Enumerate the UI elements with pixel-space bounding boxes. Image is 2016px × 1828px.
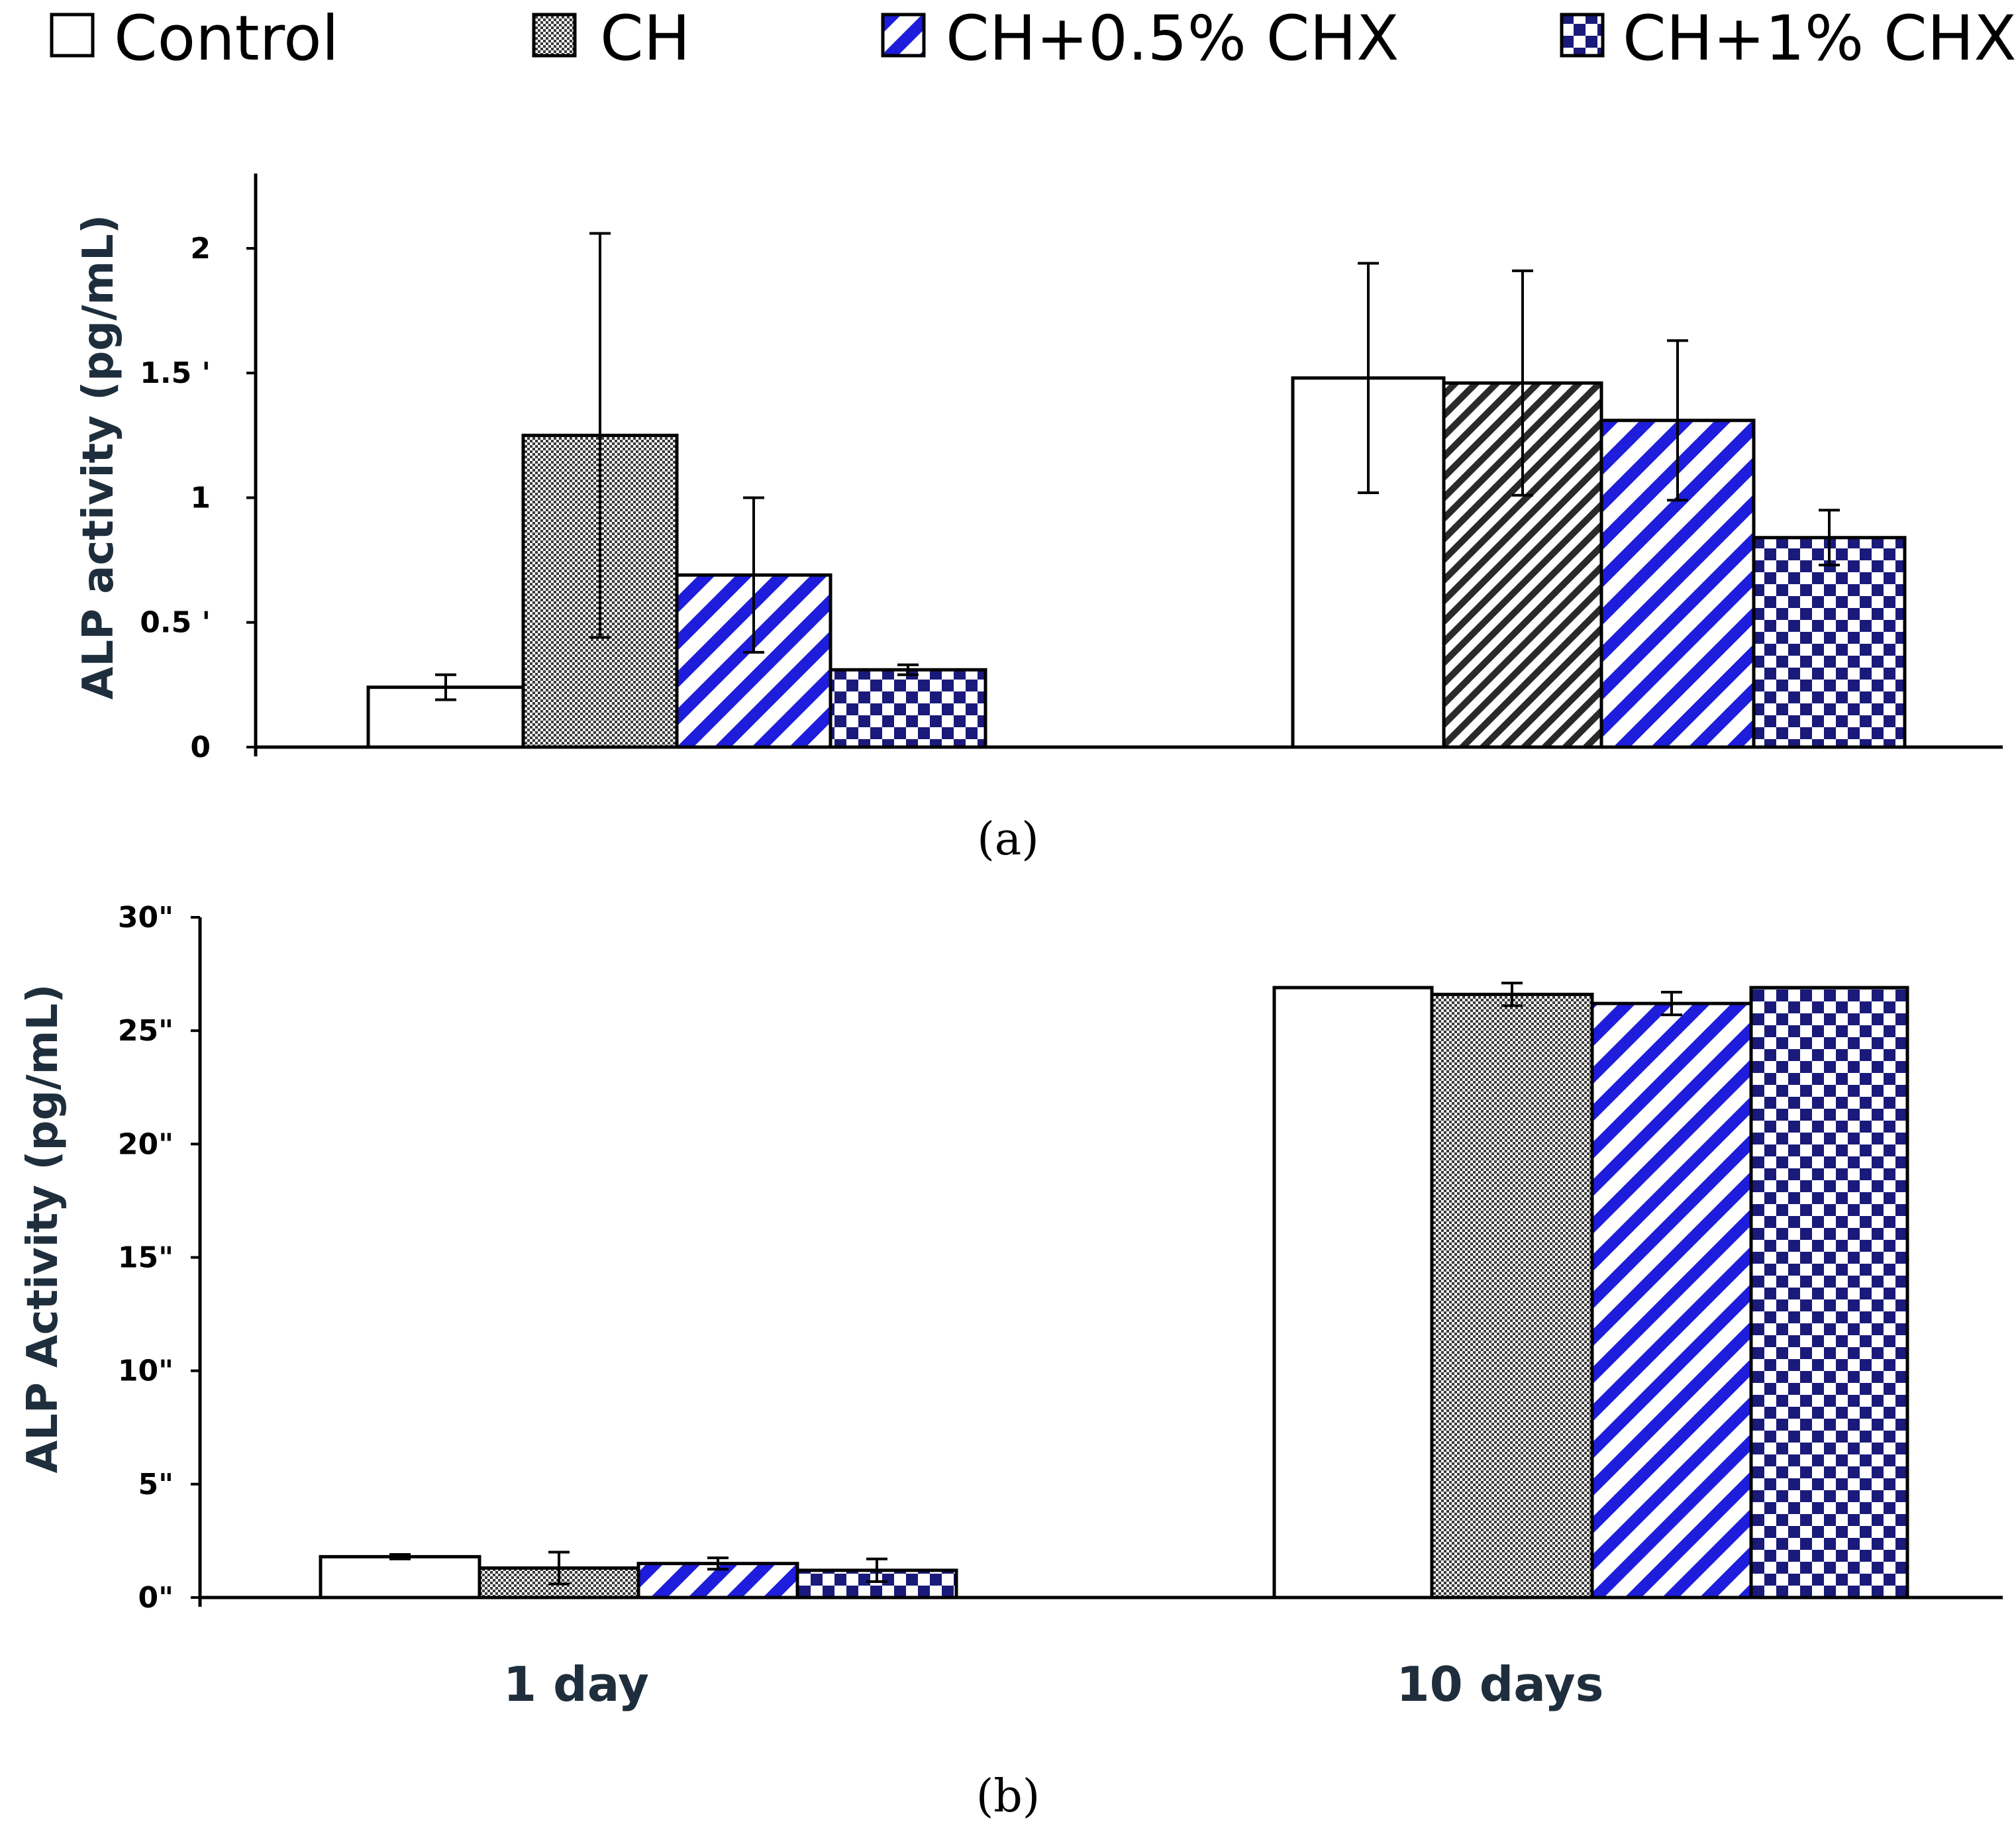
legend-item-ch: CH	[532, 3, 690, 75]
bar-b-1-day-control	[319, 1554, 481, 1600]
legend-label-control: Control	[114, 3, 339, 75]
x-category-label-1-day: 1 day	[503, 1656, 649, 1712]
legend-swatch-ch-05-chx	[881, 13, 926, 58]
legend: Control CH CH+0.5% CHX CH+1% CHX	[50, 3, 2016, 75]
y-tick-label-a-0: 0	[190, 731, 211, 764]
y-tick-label-b-6: 30"	[118, 901, 174, 935]
legend-item-ch-1-chx: CH+1% CHX	[1560, 3, 2016, 75]
y-tick-label-a-1: 0.5 '	[140, 606, 211, 640]
y-tick-label-b-0: 0"	[138, 1581, 174, 1615]
axes-a	[254, 174, 2003, 756]
y-tick-label-b-4: 20"	[118, 1127, 174, 1161]
bar-a-1-day-ch-1-chx	[829, 668, 987, 749]
bar-b-10-days-control	[1272, 986, 1434, 1600]
y-tick-label-b-5: 25"	[118, 1014, 174, 1048]
legend-item-ch-05-chx: CH+0.5% CHX	[881, 3, 1399, 75]
bar-b-10-days-ch-0-5-chx	[1590, 1001, 1753, 1600]
x-category-label-10-days: 10 days	[1397, 1656, 1604, 1712]
axes-b	[198, 917, 2003, 1607]
legend-swatch-control	[50, 13, 95, 58]
panel-label-a: (a)	[977, 813, 1039, 866]
panel-label-b: (b)	[976, 1770, 1040, 1823]
y-ticks-b: 0" 5" 10" 15" 20" 25" 30"	[118, 901, 200, 1615]
legend-label-ch-1-chx: CH+1% CHX	[1623, 3, 2016, 75]
bar-b-10-days-ch	[1430, 992, 1594, 1600]
y-axis-label-b: ALP Activity (pg/mL)	[19, 984, 68, 1474]
bar-b-10-days-ch-1-chx	[1749, 986, 1909, 1600]
bars-b	[319, 982, 1909, 1600]
y-ticks-a: 0 0.5 ' 1 1.5 ' 2	[140, 232, 256, 764]
chart-panel-a: ALP activity (pg/mL) 0 0.5 ' 1 1.5 ' 2 (a)	[74, 174, 2003, 866]
y-tick-label-b-2: 10"	[118, 1354, 174, 1388]
legend-swatch-ch-1-chx	[1560, 13, 1605, 58]
bar-a-10-days-ch-1-chx	[1752, 536, 1907, 749]
y-axis-label-a: ALP activity (pg/mL)	[74, 215, 123, 699]
y-tick-label-a-2: 1	[190, 481, 211, 515]
legend-item-control: Control	[50, 3, 339, 75]
chart-panel-b: ALP Activity (pg/mL) 0" 5" 10" 15" 20" 25" 30"…	[19, 901, 2003, 1823]
y-tick-label-a-3: 1.5 '	[140, 356, 211, 390]
legend-label-ch-05-chx: CH+0.5% CHX	[946, 3, 1399, 75]
y-tick-label-b-3: 15"	[118, 1241, 174, 1275]
legend-label-ch: CH	[600, 3, 690, 75]
y-tick-label-a-4: 2	[190, 232, 211, 266]
y-tick-label-b-1: 5"	[138, 1468, 174, 1501]
bars-a	[366, 232, 1907, 749]
legend-swatch-ch	[532, 13, 577, 58]
